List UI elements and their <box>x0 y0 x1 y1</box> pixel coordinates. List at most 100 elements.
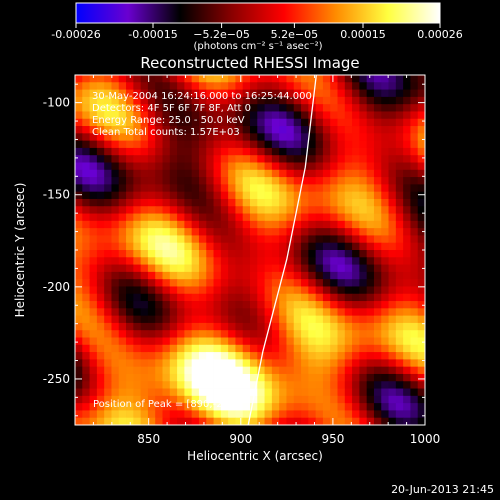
heatmap-cell <box>322 220 331 229</box>
heatmap-cell <box>133 366 142 375</box>
heatmap-cell <box>235 373 244 382</box>
heatmap-cell <box>395 250 404 258</box>
heatmap-cell <box>359 82 368 90</box>
heatmap-cell <box>388 286 397 295</box>
heatmap-cell <box>118 308 127 317</box>
heatmap-cell <box>315 126 324 134</box>
heatmap-cell <box>111 322 120 331</box>
heatmap-cell <box>315 381 324 389</box>
heatmap-cell <box>330 403 338 411</box>
heatmap-cell <box>162 403 171 411</box>
heatmap-cell <box>337 344 346 353</box>
heatmap-cell <box>155 410 163 419</box>
heatmap-cell <box>213 315 222 324</box>
y-tick-label: -100 <box>43 96 70 110</box>
heatmap-cell <box>403 96 411 105</box>
heatmap-cell <box>410 242 419 251</box>
heatmap-cell <box>344 220 353 229</box>
heatmap-cell <box>82 352 90 360</box>
heatmap-cell <box>220 279 229 287</box>
heatmap-cell <box>96 352 105 360</box>
heatmap-cell <box>206 301 214 309</box>
heatmap-cell <box>279 359 287 368</box>
heatmap-cell <box>279 308 287 317</box>
heatmap-cell <box>381 111 389 120</box>
heatmap-cell <box>388 133 397 142</box>
heatmap-cell <box>169 293 178 302</box>
heatmap-cell <box>118 118 127 127</box>
heatmap-cell <box>301 96 309 105</box>
heatmap-cell <box>184 330 193 338</box>
heatmap-cell <box>198 293 207 302</box>
heatmap-cell <box>177 373 185 382</box>
heatmap-cell <box>330 359 338 368</box>
heatmap-cell <box>82 395 90 404</box>
heatmap-cell <box>213 96 222 105</box>
heatmap-cell <box>140 162 149 171</box>
heatmap-cell <box>344 89 353 98</box>
heatmap-cell <box>89 155 98 163</box>
heatmap-cell <box>366 96 375 105</box>
heatmap-cell <box>344 147 353 156</box>
heatmap-cell <box>322 337 331 346</box>
heatmap-cell <box>271 315 280 324</box>
heatmap-cell <box>155 388 163 397</box>
heatmap-cell <box>133 250 142 258</box>
heatmap-cell <box>264 220 273 229</box>
heatmap-cell <box>147 308 156 317</box>
heatmap-cell <box>359 169 368 178</box>
heatmap-cell <box>133 373 142 382</box>
heatmap-cell <box>169 162 178 171</box>
heatmap-cell <box>169 191 178 200</box>
heatmap-cell <box>235 147 244 156</box>
heatmap-cell <box>403 373 411 382</box>
heatmap-cell <box>242 322 251 331</box>
heatmap-cell <box>213 118 222 127</box>
heatmap-cell <box>155 381 163 389</box>
heatmap-cell <box>191 228 200 236</box>
heatmap-cell <box>381 359 389 368</box>
heatmap-cell <box>279 75 287 83</box>
heatmap-cell <box>118 359 127 368</box>
heatmap-cell <box>250 344 258 353</box>
heatmap-cell <box>213 373 222 382</box>
heatmap-cell <box>410 82 419 90</box>
heatmap-cell <box>104 388 112 397</box>
heatmap-cell <box>89 89 98 98</box>
heatmap-cell <box>410 410 419 419</box>
heatmap-cell <box>140 264 149 273</box>
heatmap-cell <box>344 388 353 397</box>
heatmap-cell <box>169 147 178 156</box>
heatmap-cell <box>133 308 142 317</box>
heatmap-cell <box>315 242 324 251</box>
heatmap-cell <box>184 337 193 346</box>
heatmap-cell <box>198 184 207 193</box>
heatmap-cell <box>410 359 419 368</box>
heatmap-cell <box>271 330 280 338</box>
heatmap-cell <box>410 301 419 309</box>
heatmap-cell <box>417 184 425 193</box>
heatmap-cell <box>330 228 338 236</box>
heatmap-cell <box>228 140 236 149</box>
heatmap-cell <box>242 388 251 397</box>
heatmap-cell <box>191 126 200 134</box>
heatmap-cell <box>381 177 389 185</box>
heatmap-cell <box>373 198 382 207</box>
heatmap-cell <box>140 133 149 142</box>
heatmap-cell <box>206 308 214 317</box>
heatmap-cell <box>75 381 83 389</box>
heatmap-cell <box>381 322 389 331</box>
heatmap-cell <box>177 381 185 389</box>
heatmap-cell <box>169 177 178 185</box>
heatmap-cell <box>228 126 236 134</box>
heatmap-cell <box>366 169 375 178</box>
heatmap-cell <box>220 147 229 156</box>
heatmap-cell <box>301 118 309 127</box>
heatmap-cell <box>279 118 287 127</box>
heatmap-cell <box>228 279 236 287</box>
heatmap-cell <box>271 104 280 112</box>
heatmap-cell <box>286 184 295 193</box>
heatmap-cell <box>322 410 331 419</box>
heatmap-cell <box>147 155 156 163</box>
heatmap-cell <box>381 184 389 193</box>
